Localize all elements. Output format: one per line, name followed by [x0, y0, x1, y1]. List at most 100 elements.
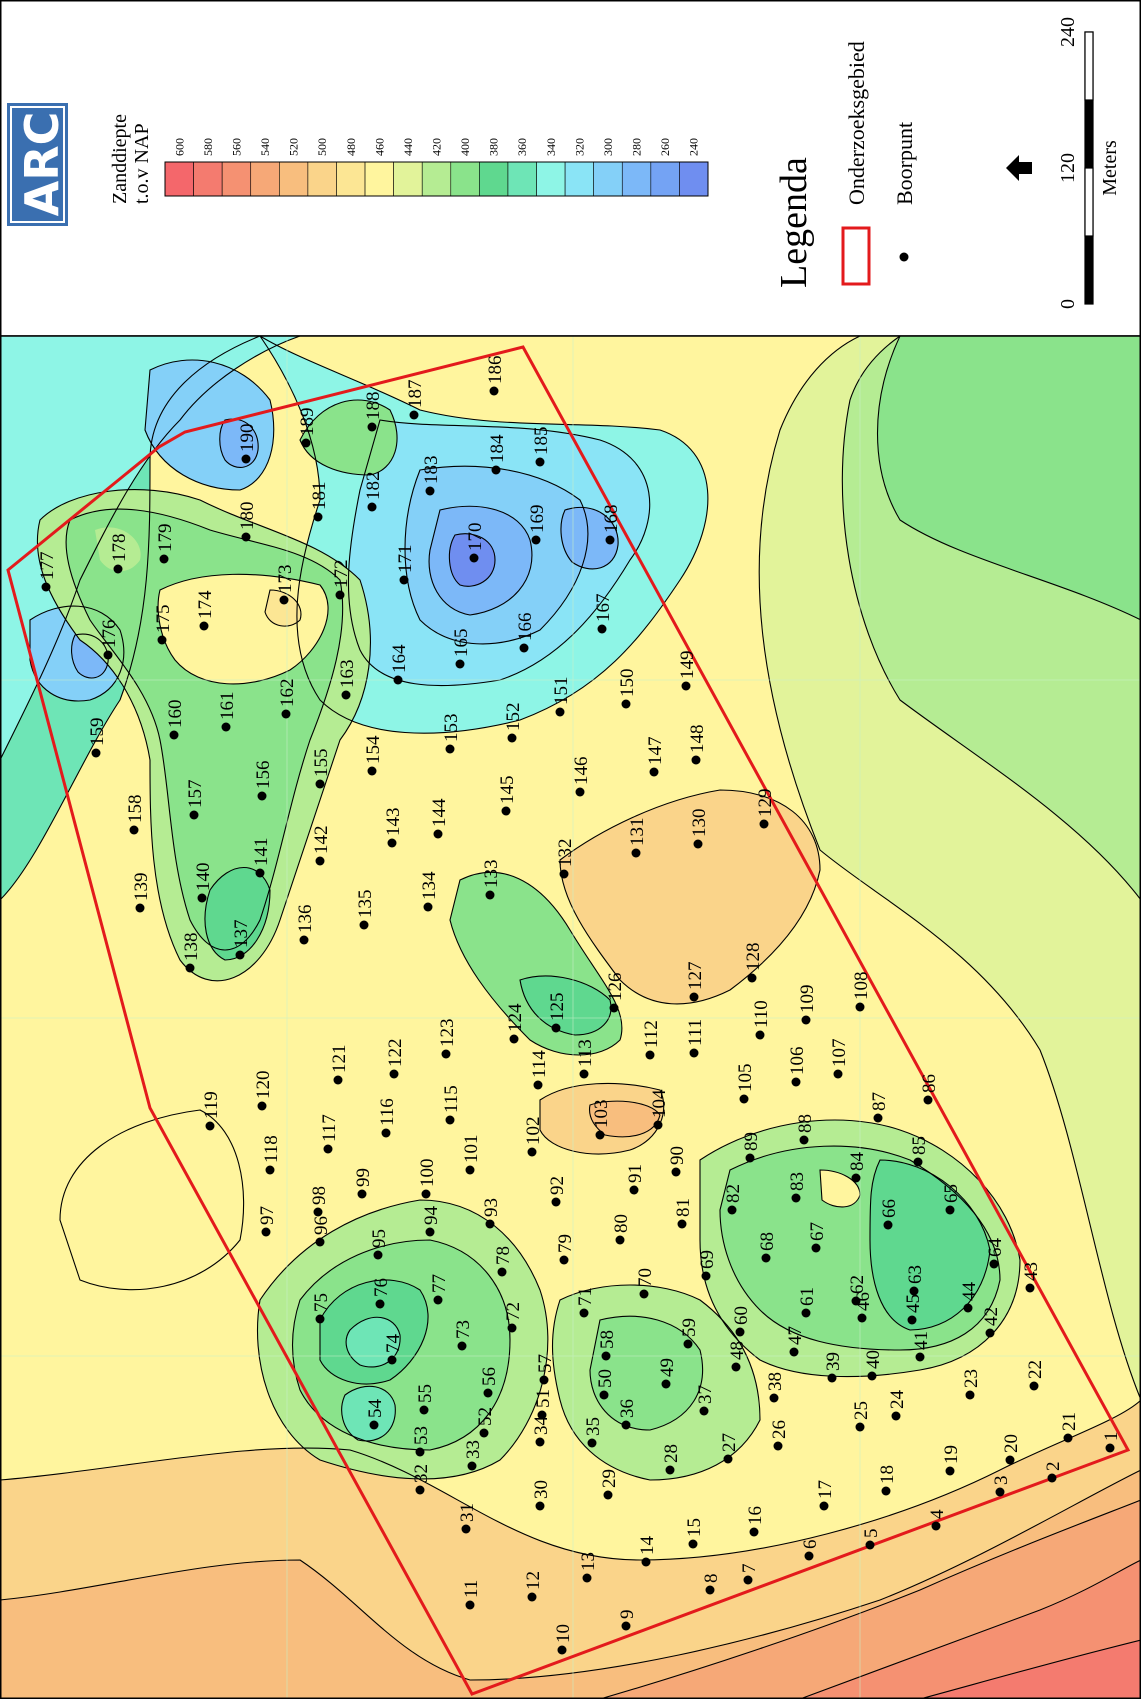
borehole-101: 101: [461, 1135, 482, 1175]
borehole-label: 106: [787, 1047, 808, 1076]
borehole-132: 132: [555, 839, 576, 879]
study-area-boundary: [6, 345, 1131, 1696]
borehole-dot: [221, 722, 231, 732]
borehole-dot: [701, 1271, 711, 1281]
borehole-dot: [535, 457, 545, 467]
borehole-label: 39: [823, 1352, 844, 1371]
ramp-label-440: 440: [401, 138, 415, 156]
borehole-57: 57: [535, 1354, 556, 1385]
borehole-dot: [819, 1501, 829, 1511]
borehole-dot: [359, 920, 369, 930]
borehole-label: 35: [583, 1417, 604, 1436]
borehole-label: 90: [667, 1146, 688, 1165]
scale-unit: Meters: [1099, 140, 1121, 196]
borehole-dot: [755, 1030, 765, 1040]
borehole-34: 34: [531, 1416, 552, 1447]
borehole-label: 62: [847, 1275, 868, 1294]
borehole-108: 108: [851, 972, 872, 1012]
borehole-label: 178: [109, 534, 130, 563]
borehole-label: 144: [429, 798, 450, 827]
borehole-dot: [519, 643, 529, 653]
borehole-dot: [621, 1420, 631, 1430]
borehole-186: 186: [485, 356, 506, 396]
borehole-167: 167: [593, 594, 614, 634]
borehole-label: 95: [369, 1229, 390, 1248]
borehole-label: 72: [503, 1302, 524, 1321]
borehole-dot: [985, 1328, 995, 1338]
borehole-dot: [441, 1049, 451, 1059]
borehole-label: 34: [531, 1416, 552, 1436]
borehole-label: 11: [461, 1580, 482, 1598]
borehole-label: 65: [941, 1184, 962, 1203]
borehole-dot: [855, 1002, 865, 1012]
legend-panel: ARC Zanddiepte t.o.v NAP 600 580 560 540 520…: [0, 0, 1141, 337]
borehole-dot: [801, 1015, 811, 1025]
borehole-dot: [579, 1308, 589, 1318]
borehole-dot: [381, 1128, 391, 1138]
borehole-155: 155: [311, 749, 332, 789]
borehole-label: 182: [363, 472, 384, 501]
borehole-12: 12: [523, 1571, 544, 1602]
borehole-38: 38: [765, 1372, 786, 1403]
scale-tick-240: 240: [1057, 17, 1079, 47]
borehole-dot: [373, 1250, 383, 1260]
borehole-dot: [159, 554, 169, 564]
borehole-label: 31: [457, 1503, 478, 1522]
borehole-label: 138: [181, 933, 202, 962]
borehole-118: 118: [261, 1135, 282, 1175]
borehole-dot: [579, 1069, 589, 1079]
borehole-label: 164: [389, 644, 410, 673]
borehole-13: 13: [578, 1552, 599, 1583]
borehole-label: 69: [697, 1250, 718, 1269]
borehole-145: 145: [497, 776, 518, 816]
borehole-label: 104: [649, 1089, 670, 1118]
borehole-label: 123: [437, 1019, 458, 1048]
borehole-label: 8: [701, 1574, 722, 1584]
borehole-105: 105: [735, 1064, 756, 1104]
borehole-188: 188: [363, 392, 384, 432]
borehole-156: 156: [253, 761, 274, 801]
borehole-label: 19: [941, 1445, 962, 1464]
borehole-label: 127: [685, 962, 706, 991]
borehole-166: 166: [515, 613, 536, 653]
borehole-129: 129: [755, 789, 776, 829]
borehole-45: 45: [903, 1294, 924, 1325]
borehole-dot: [423, 902, 433, 912]
borehole-dot: [883, 1220, 893, 1230]
borehole-73: 73: [453, 1320, 474, 1351]
borehole-124: 124: [505, 1003, 526, 1044]
borehole-label: 89: [741, 1132, 762, 1151]
borehole-121: 121: [329, 1045, 350, 1085]
borehole-dot: [469, 553, 479, 563]
borehole-7: 7: [739, 1564, 760, 1585]
ramp-label-340: 340: [544, 138, 558, 156]
borehole-label: 146: [571, 757, 592, 786]
borehole-165: 165: [451, 629, 472, 669]
borehole-171: 171: [395, 545, 416, 585]
borehole-dot: [315, 779, 325, 789]
borehole-168: 168: [601, 505, 622, 545]
borehole-label: 77: [429, 1274, 450, 1293]
borehole-label: 43: [1021, 1262, 1042, 1281]
ramp-swatch-260: [650, 161, 680, 197]
borehole-label: 82: [723, 1184, 744, 1203]
borehole-85: 85: [909, 1136, 930, 1167]
borehole-dot: [595, 1130, 605, 1140]
borehole-dot: [483, 1388, 493, 1398]
borehole-label: 78: [493, 1246, 514, 1265]
borehole-72: 72: [503, 1302, 524, 1333]
borehole-dot: [335, 590, 345, 600]
borehole-label: 74: [383, 1334, 404, 1354]
borehole-label: 152: [503, 703, 524, 732]
borehole-190: 190: [237, 424, 258, 464]
borehole-label: 159: [87, 718, 108, 747]
borehole-173: 173: [275, 565, 296, 605]
borehole-label: 133: [481, 860, 502, 889]
borehole-dot: [531, 535, 541, 545]
borehole-dot: [491, 465, 501, 475]
borehole-label: 53: [411, 1426, 432, 1445]
borehole-dot: [315, 856, 325, 866]
borehole-175: 175: [153, 605, 174, 645]
borehole-89: 89: [741, 1132, 762, 1163]
